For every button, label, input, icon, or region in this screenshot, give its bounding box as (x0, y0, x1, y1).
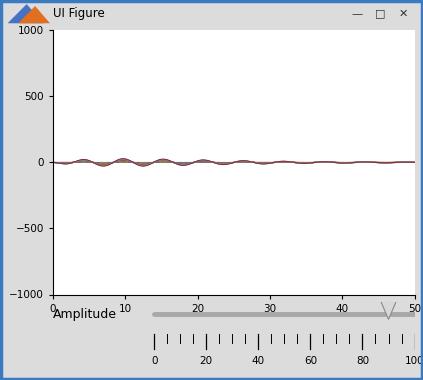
Text: —: — (352, 9, 363, 19)
Polygon shape (18, 6, 50, 23)
Text: 20: 20 (200, 356, 213, 366)
Polygon shape (8, 4, 44, 23)
Text: 80: 80 (356, 356, 369, 366)
Text: 40: 40 (252, 356, 265, 366)
Text: 60: 60 (304, 356, 317, 366)
Polygon shape (381, 301, 396, 319)
Text: 100: 100 (405, 356, 423, 366)
Text: Amplitude: Amplitude (53, 307, 117, 321)
Text: 0: 0 (151, 356, 157, 366)
Text: ✕: ✕ (398, 9, 408, 19)
Text: □: □ (375, 9, 385, 19)
Text: UI Figure: UI Figure (53, 7, 104, 20)
